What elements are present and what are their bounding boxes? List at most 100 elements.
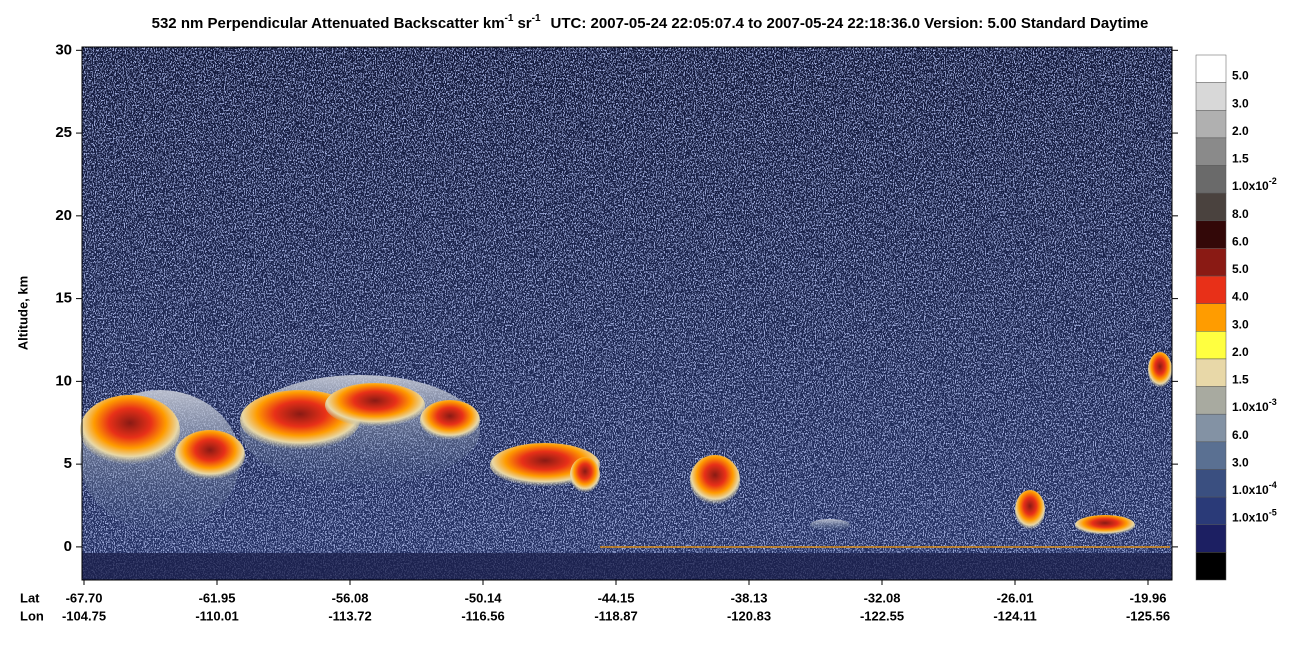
title-unit: sr — [517, 15, 531, 32]
lon-label: -125.56 — [1126, 608, 1170, 623]
plot-frame — [81, 46, 1173, 581]
colorbar-label: 3.0 — [1232, 317, 1249, 331]
colorbar-label: 2.0 — [1232, 124, 1249, 138]
y-tick-label: 20 — [55, 207, 72, 224]
colorbar-label-text: 3.0 — [1232, 456, 1249, 470]
title-info: UTC: 2007-05-24 22:05:07.4 to 2007-05-24… — [551, 15, 1149, 32]
lat-label: -50.14 — [465, 590, 503, 605]
colorbar-swatch — [1195, 386, 1227, 415]
colorbar-swatch — [1195, 331, 1227, 360]
colorbar-swatch — [1195, 524, 1227, 553]
colorbar-label: 1.0x10-3 — [1232, 398, 1277, 415]
cloud-feature — [325, 383, 425, 427]
colorbar-swatch — [1195, 275, 1227, 304]
lon-label: -104.75 — [62, 608, 106, 623]
colorbar-swatch — [1195, 192, 1227, 222]
surface-return — [600, 546, 1170, 548]
x-row-label: Lon — [20, 608, 44, 623]
colorbar-label: 1.0x10-5 — [1232, 508, 1277, 525]
lon-label: -122.55 — [860, 608, 904, 623]
lon-label: -120.83 — [727, 608, 771, 623]
lat-label: -44.15 — [598, 590, 635, 605]
cloud-feature — [80, 395, 180, 465]
title-exp: -1 — [532, 13, 541, 24]
colorbar-swatch — [1195, 552, 1227, 581]
colorbar-label-text: 5.0 — [1232, 69, 1249, 83]
colorbar-swatch — [1195, 441, 1227, 470]
colorbar-label-text: 1.0x10 — [1232, 179, 1269, 193]
x-row-label: Lat — [20, 590, 40, 605]
colorbar-label: 3.0 — [1232, 456, 1249, 470]
lat-label: -67.70 — [66, 590, 103, 605]
colorbar-label: 4.0 — [1232, 290, 1249, 304]
noise-texture — [82, 47, 1172, 580]
colorbar-label: 5.0 — [1232, 262, 1249, 276]
colorbar-label: 5.0 — [1232, 69, 1249, 83]
cloud-feature — [1015, 490, 1045, 530]
colorbar-label: 6.0 — [1232, 428, 1249, 442]
colorbar-swatch — [1195, 496, 1227, 525]
colorbar-label-exp: -4 — [1269, 480, 1277, 490]
y-tick-label: 15 — [55, 290, 72, 307]
title-main: 532 nm Perpendicular Attenuated Backscat… — [152, 15, 505, 32]
colorbar-label-text: 8.0 — [1232, 207, 1249, 221]
colorbar-label-text: 3.0 — [1232, 317, 1249, 331]
lon-label: -116.56 — [461, 608, 504, 623]
colorbar-label-text: 5.0 — [1232, 262, 1249, 276]
colorbar-swatch — [1195, 220, 1227, 249]
colorbar-label-text: 2.0 — [1232, 124, 1249, 138]
colorbar-label: 2.0 — [1232, 345, 1249, 359]
y-axis-label: Altitude, km — [15, 276, 30, 350]
colorbar-swatch — [1195, 165, 1227, 194]
y-tick-label: 10 — [55, 372, 72, 389]
title-exp: -1 — [505, 13, 514, 24]
colorbar-label-text: 1.5 — [1232, 152, 1249, 166]
lat-label: -56.08 — [332, 590, 369, 605]
colorbar-label-exp: -5 — [1269, 508, 1277, 518]
lat-label: -38.13 — [731, 590, 768, 605]
cloud-feature — [175, 430, 245, 480]
cloud-feature — [1075, 515, 1135, 535]
plot-area — [80, 46, 1173, 581]
colorbar-label: 6.0 — [1232, 235, 1249, 249]
colorbar-label-exp: -2 — [1269, 177, 1277, 187]
colorbar-label-text: 6.0 — [1232, 235, 1249, 249]
lon-label: -118.87 — [594, 608, 637, 623]
cloud-feature — [420, 400, 480, 440]
colorbar-swatch — [1195, 54, 1227, 83]
colorbar-label: 1.0x10-2 — [1232, 177, 1277, 194]
colorbar-label-exp: -3 — [1269, 398, 1277, 408]
colorbar-label-text: 1.0x10 — [1232, 483, 1269, 497]
y-tick-label: 5 — [64, 455, 72, 472]
colorbar-swatch — [1195, 248, 1227, 277]
lat-label: -32.08 — [864, 590, 901, 605]
colorbar-label-text: 6.0 — [1232, 428, 1249, 442]
cloud-feature — [1148, 352, 1172, 388]
colorbar-label-text: 3.0 — [1232, 96, 1249, 110]
colorbar-swatch — [1195, 303, 1227, 332]
lat-label: -61.95 — [199, 590, 236, 605]
subsurface — [82, 553, 1172, 580]
colorbar-swatch — [1195, 110, 1227, 139]
lat-label: -19.96 — [1130, 590, 1167, 605]
cloud-feature — [810, 519, 850, 531]
colorbar-swatch — [1195, 137, 1227, 166]
y-tick-label: 0 — [64, 538, 72, 555]
colorbar-label-text: 1.0x10 — [1232, 400, 1269, 414]
colorbar-label: 1.5 — [1232, 152, 1249, 166]
colorbar-label: 8.0 — [1232, 207, 1249, 221]
lon-label: -124.11 — [993, 608, 1036, 623]
colorbar-label-text: 4.0 — [1232, 290, 1249, 304]
colorbar-label: 3.0 — [1232, 96, 1249, 110]
colorbar-swatch — [1195, 469, 1227, 498]
colorbar-label: 1.5 — [1232, 373, 1249, 387]
y-tick-label: 25 — [55, 124, 72, 141]
colorbar-swatch — [1195, 82, 1227, 111]
cloud-feature — [570, 457, 600, 493]
chart-title: 532 nm Perpendicular Attenuated Backscat… — [152, 13, 1149, 32]
colorbar-label-text: 1.5 — [1232, 373, 1249, 387]
colorbar-swatch — [1195, 358, 1227, 387]
y-tick-label: 30 — [55, 41, 72, 58]
colorbar-swatch — [1195, 413, 1227, 443]
